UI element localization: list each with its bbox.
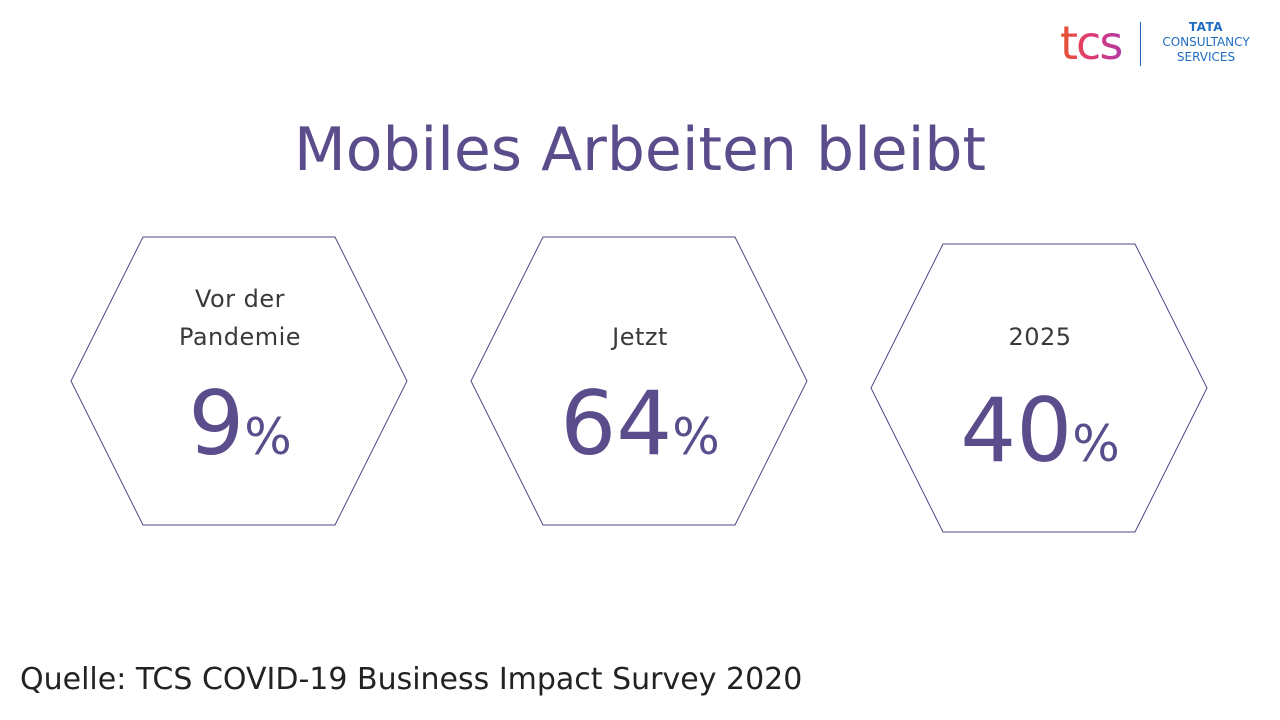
card-value: 64% <box>470 376 810 472</box>
card-value-unit: % <box>672 408 720 466</box>
hexagon-card-now: Jetzt 64% <box>470 236 810 528</box>
card-label-line-2: Pandemie <box>178 323 302 351</box>
card-label-line-2: 2025 <box>1008 323 1072 351</box>
logo-line-2: CONSULTANCY <box>1162 35 1250 49</box>
logo-wordmark: TATA CONSULTANCY SERVICES <box>1146 20 1266 65</box>
hexagon-card-2025: 2025 40% <box>870 243 1210 535</box>
card-value-number: 9 <box>188 372 245 475</box>
logo-line-3: SERVICES <box>1176 50 1236 64</box>
card-label-line-1: Vor der <box>194 285 286 313</box>
source-citation: Quelle: TCS COVID-19 Business Impact Sur… <box>20 662 803 697</box>
hexagon-card-before-pandemic: Vor der Pandemie 9% <box>70 236 410 528</box>
card-value: 9% <box>70 376 410 472</box>
card-value-unit: % <box>1072 415 1120 473</box>
logo-line-1: TATA <box>1188 20 1224 34</box>
logo-divider <box>1140 22 1141 66</box>
hexagon-shape <box>70 236 408 526</box>
hexagon-shape <box>870 243 1208 533</box>
tcs-logo-mark: tcs <box>1060 16 1123 70</box>
card-value-unit: % <box>244 408 292 466</box>
card-label-line-2: Jetzt <box>612 323 668 351</box>
card-value-number: 40 <box>960 379 1073 482</box>
tcs-logo: tcs TATA CONSULTANCY SERVICES <box>1060 20 1265 72</box>
card-value-number: 64 <box>560 372 673 475</box>
slide-title: Mobiles Arbeiten bleibt <box>293 115 987 185</box>
hexagon-shape <box>470 236 808 526</box>
card-value: 40% <box>870 383 1210 479</box>
